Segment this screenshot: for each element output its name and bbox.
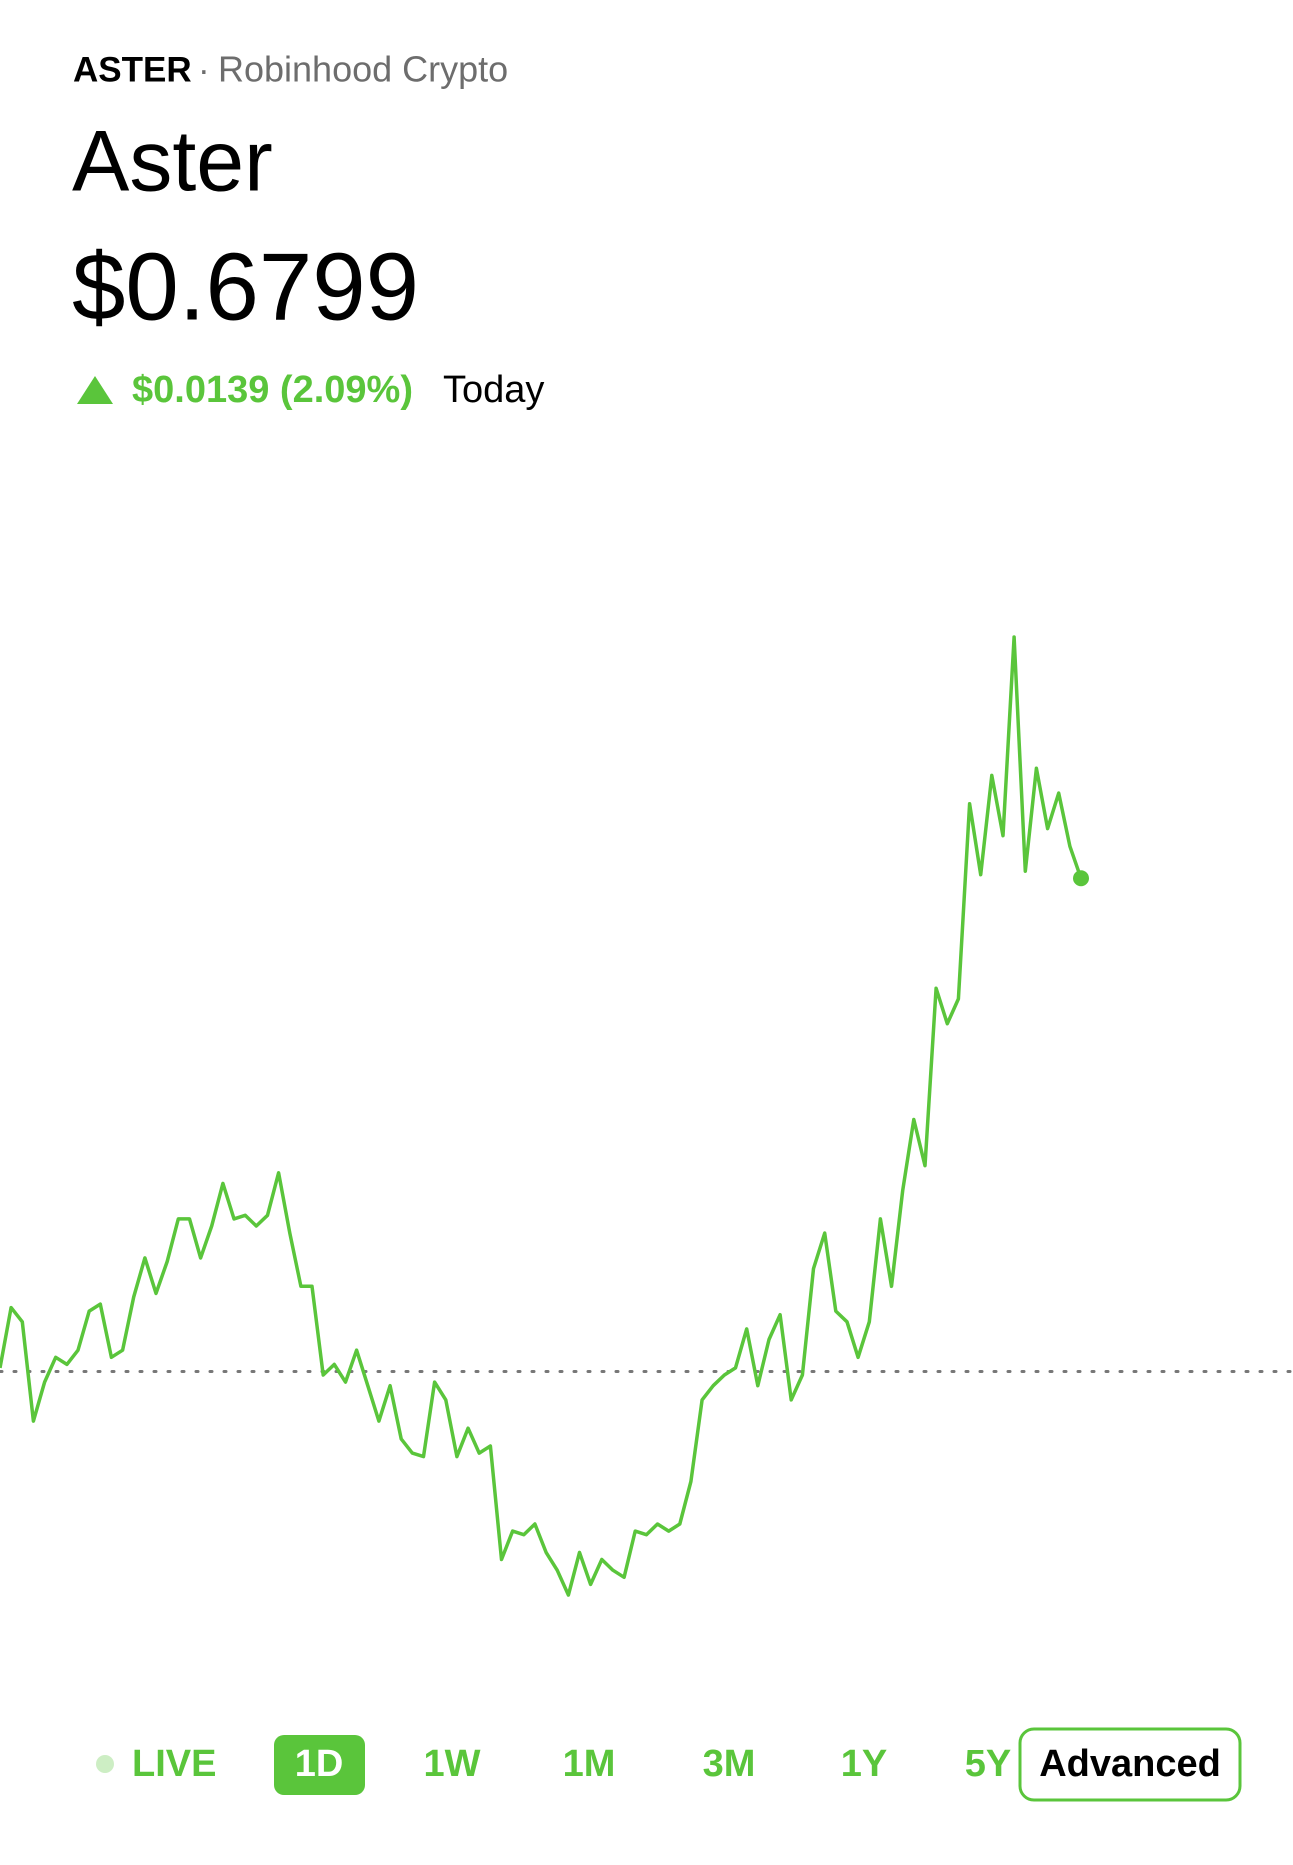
range-tab[interactable]: 5Y (965, 1743, 1011, 1785)
range-tabs: 1D 1W 1M 3M 1Y 5Y (274, 1735, 1011, 1795)
range-tab[interactable]: 1M (563, 1743, 616, 1785)
selected-tab-bg (274, 1735, 365, 1795)
live-dot (96, 1755, 114, 1773)
period: Today (443, 369, 544, 411)
ticker: ASTER (73, 50, 192, 89)
live-tab[interactable]: LIVE (132, 1743, 216, 1785)
range-tab[interactable]: 1W (424, 1743, 481, 1785)
advanced-label[interactable]: Advanced (1039, 1743, 1221, 1785)
range-tab[interactable]: 1Y (841, 1743, 887, 1785)
up-arrow (77, 376, 113, 404)
range-tab[interactable]: 3M (703, 1743, 756, 1785)
exchange: Robinhood Crypto (218, 49, 508, 90)
advanced-button[interactable] (1018, 1727, 1242, 1802)
last-point (1073, 870, 1089, 887)
range-tab[interactable]: 1D (295, 1743, 344, 1785)
price-chart (0, 635, 1293, 1597)
separator: · (198, 50, 210, 89)
change: $0.0139 (2.09%) (132, 369, 413, 411)
price: $0.6799 (72, 233, 419, 340)
price-line (0, 635, 1083, 1597)
asset-name: Aster (72, 114, 273, 210)
